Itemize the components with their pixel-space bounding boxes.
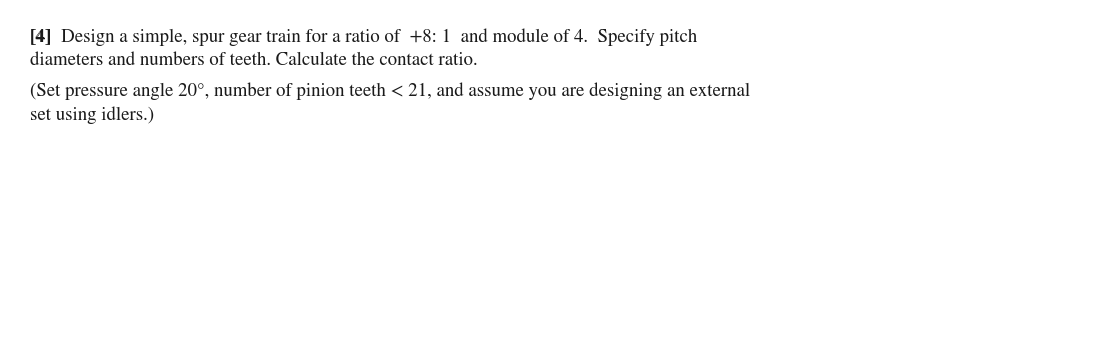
Text: [4]  Design a simple, spur gear train for a ratio of  +8: 1  and module of 4.  S: [4] Design a simple, spur gear train for… [30,28,697,46]
Text: set using idlers.): set using idlers.) [30,106,154,123]
Text: [4]: [4] [30,28,52,45]
Text: diameters and numbers of teeth. Calculate the contact ratio.: diameters and numbers of teeth. Calculat… [30,52,478,69]
Text: (Set pressure angle 20°, number of pinion teeth < 21, and assume you are designi: (Set pressure angle 20°, number of pinio… [30,82,750,100]
